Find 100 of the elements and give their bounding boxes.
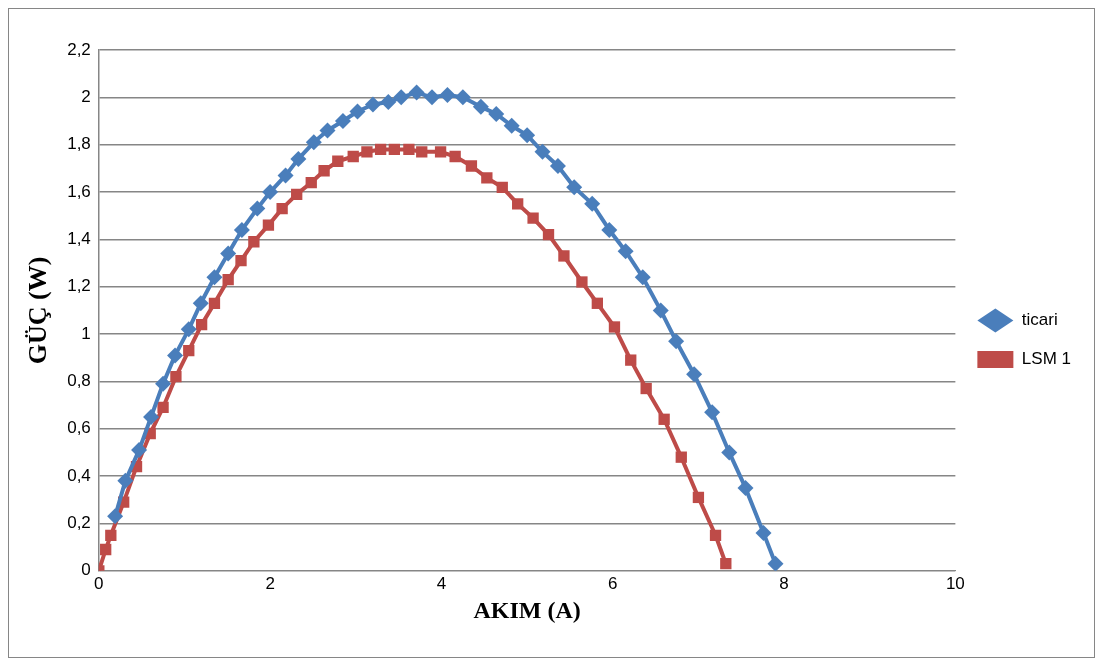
point <box>388 143 400 156</box>
point <box>195 318 208 331</box>
point <box>364 96 381 113</box>
point <box>143 408 160 425</box>
point <box>634 269 651 286</box>
point <box>332 155 344 167</box>
point <box>105 529 117 541</box>
y-tick-label: 0,2 <box>67 513 91 533</box>
point <box>591 297 603 309</box>
point <box>235 255 247 267</box>
point <box>380 94 397 111</box>
legend-label: ticari <box>1021 310 1058 330</box>
point <box>704 404 721 421</box>
legend-label: LSM 1 <box>1021 349 1072 369</box>
y-tick-label: 1,6 <box>67 181 91 201</box>
point <box>208 297 221 309</box>
point <box>454 89 471 106</box>
point <box>767 555 784 571</box>
point <box>262 184 279 201</box>
point <box>290 150 307 167</box>
x-tick-label: 2 <box>265 573 275 593</box>
point <box>488 105 505 122</box>
y-tick-label: 1,4 <box>67 229 91 249</box>
point <box>709 529 722 541</box>
point <box>566 179 583 196</box>
point <box>686 366 703 383</box>
point <box>233 221 250 238</box>
point <box>318 165 330 177</box>
point <box>107 508 124 525</box>
point <box>652 302 669 319</box>
point <box>155 375 172 392</box>
point <box>249 200 266 217</box>
point <box>305 134 322 151</box>
point <box>692 491 705 504</box>
point <box>319 122 336 139</box>
point <box>549 158 566 174</box>
point <box>439 86 456 103</box>
y-tick-label: 2,2 <box>67 39 91 59</box>
point <box>277 167 294 184</box>
x-axis-title: AKIM (A) <box>473 596 581 623</box>
y-axis-title: GÜÇ (W) <box>23 256 53 365</box>
point <box>527 212 539 224</box>
point <box>576 276 588 288</box>
point <box>117 472 134 489</box>
point <box>584 195 601 212</box>
point <box>334 113 351 130</box>
y-tick-label: 0,4 <box>67 465 91 485</box>
point <box>349 103 366 120</box>
point <box>157 401 169 414</box>
point <box>737 479 754 496</box>
point <box>519 127 536 144</box>
x-tick-label: 10 <box>945 573 965 593</box>
point <box>100 543 112 556</box>
point <box>449 150 461 163</box>
point <box>465 160 478 172</box>
point <box>424 89 441 106</box>
y-tick-label: 0,6 <box>67 418 91 438</box>
point <box>608 321 621 333</box>
point <box>512 198 524 210</box>
point <box>374 143 387 156</box>
point <box>361 146 373 158</box>
x-tick-label: 4 <box>436 573 447 593</box>
point <box>558 250 570 262</box>
point <box>170 371 182 383</box>
point <box>625 354 637 366</box>
point <box>291 188 303 201</box>
point <box>434 146 447 158</box>
y-tick-label: 2 <box>81 87 91 107</box>
point <box>222 273 234 286</box>
point <box>721 444 738 461</box>
point <box>496 181 508 193</box>
y-tick-label: 0 <box>81 560 91 580</box>
x-tick-label: 8 <box>779 573 789 593</box>
point <box>472 98 489 115</box>
point <box>167 347 184 364</box>
y-tick-label: 1,2 <box>67 276 91 296</box>
point <box>183 344 195 357</box>
point <box>658 413 670 425</box>
point <box>220 245 237 262</box>
y-tick-label: 1 <box>81 323 91 343</box>
point <box>542 228 555 241</box>
point <box>393 89 410 106</box>
point <box>755 524 772 541</box>
point <box>534 143 551 160</box>
point <box>503 117 520 134</box>
point <box>347 150 359 163</box>
point <box>262 219 275 231</box>
point <box>640 382 652 395</box>
point <box>403 143 415 156</box>
point <box>601 221 618 238</box>
point <box>131 442 148 459</box>
point <box>720 558 732 570</box>
point <box>180 321 197 338</box>
point <box>617 243 634 260</box>
point <box>192 295 209 312</box>
point <box>276 202 288 215</box>
x-tick-label: 0 <box>94 573 104 593</box>
point <box>416 146 428 158</box>
x-tick-label: 6 <box>608 573 618 593</box>
point <box>206 269 223 286</box>
